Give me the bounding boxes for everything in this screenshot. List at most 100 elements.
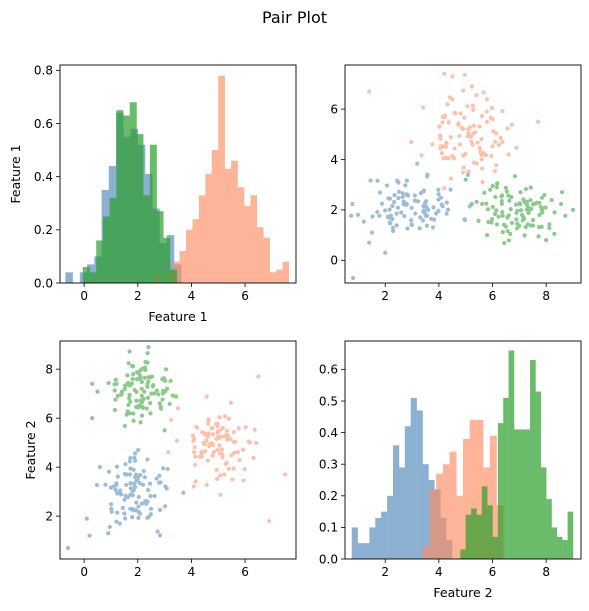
scatter-point [211, 449, 217, 454]
scatter-point [474, 199, 479, 204]
scatter-point [474, 93, 479, 98]
scatter-point [506, 193, 511, 198]
scatter-point [194, 424, 199, 429]
scatter-point [252, 427, 257, 432]
histogram-bar [116, 110, 124, 283]
scatter-point [114, 481, 119, 486]
scatter-point [396, 180, 401, 185]
scatter-point [421, 203, 426, 209]
scatter-point [209, 425, 214, 431]
scatter-point [217, 443, 222, 448]
scatter-point [461, 153, 466, 158]
scatter-point [210, 432, 215, 437]
y-tick-label: 8 [45, 362, 53, 376]
scatter-point [355, 212, 361, 217]
scatter-point [444, 211, 449, 216]
histogram-bar [276, 269, 283, 283]
scatter-point [367, 240, 372, 245]
scatter-point [119, 390, 124, 396]
scatter-point [525, 222, 531, 227]
scatter-point [441, 156, 446, 161]
scatter-point [231, 466, 236, 471]
scatter-point [254, 440, 259, 445]
scatter-point [489, 105, 495, 111]
scatter-point [139, 413, 145, 418]
scatter-point [154, 476, 159, 481]
scatter-point [500, 108, 505, 114]
scatter-point [469, 84, 474, 89]
histogram-bar [469, 419, 477, 559]
scatter-point [404, 178, 410, 183]
scatter-point [230, 477, 235, 482]
scatter-point [466, 169, 471, 174]
scatter-point [463, 217, 468, 223]
scatter-point [241, 447, 246, 452]
scatter-point [122, 387, 127, 392]
histogram-bar [250, 195, 258, 283]
scatter-point [442, 71, 447, 76]
scatter-point [139, 386, 144, 391]
scatter-point [461, 165, 466, 170]
y-tick-label: 0.1 [319, 521, 338, 535]
x-tick-label: 2 [381, 289, 389, 303]
scatter-point [488, 115, 493, 120]
scatter-point [103, 482, 108, 487]
histogram-bar [369, 527, 376, 559]
scatter-point [412, 198, 418, 203]
scatter-point [477, 124, 482, 129]
histogram-bar [211, 150, 219, 283]
scatter-point [448, 135, 453, 140]
histogram-bar [387, 495, 394, 559]
scatter-point [549, 197, 554, 203]
scatter-point [128, 492, 133, 497]
histogram-bar [492, 536, 499, 559]
scatter-series-blue [349, 161, 472, 281]
scatter-point [235, 450, 240, 455]
scatter-point [214, 436, 219, 441]
scatter-point [448, 187, 453, 192]
scatter-point [251, 455, 256, 460]
scatter-point [120, 505, 125, 511]
histogram-bar [410, 397, 417, 559]
scatter-point [504, 189, 509, 194]
scatter-point [108, 485, 114, 490]
scatter-point [508, 231, 513, 237]
histogram-bar [404, 426, 412, 559]
scatter-point [394, 223, 399, 228]
scatter-point [152, 493, 157, 499]
scatter-point [126, 361, 131, 366]
scatter-point [440, 114, 445, 120]
histogram-bar [231, 160, 238, 283]
scatter-point [199, 451, 204, 456]
scatter-point [114, 464, 120, 469]
x-tick-label: 6 [241, 565, 249, 579]
scatter-point [135, 477, 140, 482]
panel-hist-feature-2: 2 4 6 8 0.0 0.1 0.2 0.3 0.4 0.5 0.6 Feature 2 [319, 340, 582, 600]
scatter-point [229, 453, 234, 458]
scatter-point [430, 225, 436, 230]
scatter-point [90, 416, 95, 421]
scatter-point [148, 411, 153, 416]
scatter-point [384, 183, 390, 188]
scatter-point [409, 218, 414, 223]
scatter-point [162, 428, 167, 433]
scatter-point [147, 481, 153, 486]
scatter-point [267, 518, 272, 524]
scatter-point [399, 210, 404, 215]
scatter-point [156, 480, 162, 485]
scatter-point [142, 389, 147, 394]
scatter-point [430, 142, 435, 147]
scatter-point [431, 205, 436, 210]
histogram-bar [269, 272, 277, 283]
scatter-point [128, 466, 133, 471]
y-tick-label: 2 [45, 509, 53, 523]
scatter-point [128, 399, 133, 404]
scatter-point [122, 511, 127, 516]
scatter-point [160, 397, 165, 402]
histogram-bar [136, 134, 144, 283]
scatter-point [493, 194, 498, 200]
histogram-bar [263, 237, 271, 283]
histogram-bar [476, 419, 484, 559]
scatter-point [145, 395, 151, 400]
scatter-point [537, 212, 542, 218]
